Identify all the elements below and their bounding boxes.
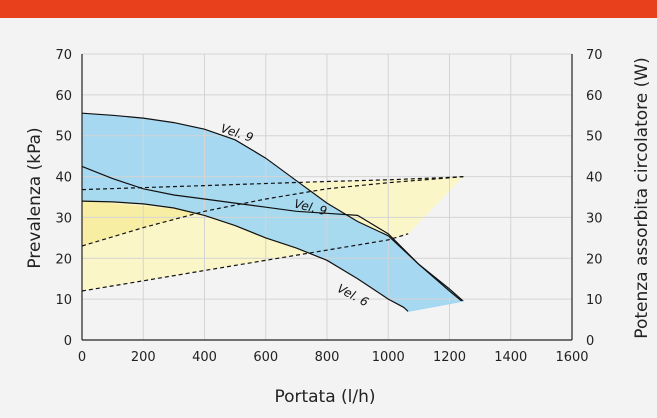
y-tick-label-right: 10 <box>586 293 603 308</box>
prevalenza-series-line <box>81 200 409 312</box>
y-tick-label-left: 0 <box>64 334 72 349</box>
y-tick-label-right: 70 <box>586 48 603 63</box>
x-tick-label: 200 <box>131 350 156 365</box>
y-axis-label-left: Prevalenza (kPa) <box>25 127 45 268</box>
potenza-series-line <box>81 233 409 292</box>
grid-lines <box>81 53 573 341</box>
y-tick-label-right: 30 <box>586 211 603 226</box>
header-bar <box>0 0 657 18</box>
potenza-series-line <box>81 176 464 191</box>
x-tick-label: 1600 <box>555 350 588 365</box>
series-lines <box>81 112 464 312</box>
x-tick-label: 600 <box>253 350 278 365</box>
x-axis-label: Portata (l/h) <box>274 387 375 407</box>
potenza-series-line <box>81 176 464 247</box>
y-tick-label-left: 70 <box>55 48 72 63</box>
y-tick-label-left: 10 <box>55 293 72 308</box>
x-tick-label: 0 <box>78 350 86 365</box>
x-tick-label: 400 <box>192 350 217 365</box>
y-tick-label-right: 50 <box>586 130 603 145</box>
y-tick-label-right: 20 <box>586 252 603 267</box>
band-edge-line <box>408 300 464 312</box>
y-tick-label-left: 60 <box>55 89 72 104</box>
x-tick-label: 1000 <box>372 350 405 365</box>
x-tick-label: 800 <box>315 350 340 365</box>
x-tick-label: 1400 <box>494 350 527 365</box>
y-tick-label-right: 40 <box>586 171 603 186</box>
y-tick-label-left: 20 <box>55 252 72 267</box>
y-axis-label-right: Potenza assorbita circolatore (W) <box>632 57 652 338</box>
y-tick-label-right: 0 <box>586 334 594 349</box>
prevalenza-series-line <box>81 165 463 302</box>
y-tick-label-left: 30 <box>55 211 72 226</box>
y-tick-label-left: 40 <box>55 171 72 186</box>
head-band-area <box>82 113 464 312</box>
curve-label: Vel. 6 <box>335 281 371 309</box>
y-tick-label-left: 50 <box>55 130 72 145</box>
y-tick-label-right: 60 <box>586 89 603 104</box>
x-tick-label: 1200 <box>433 350 466 365</box>
